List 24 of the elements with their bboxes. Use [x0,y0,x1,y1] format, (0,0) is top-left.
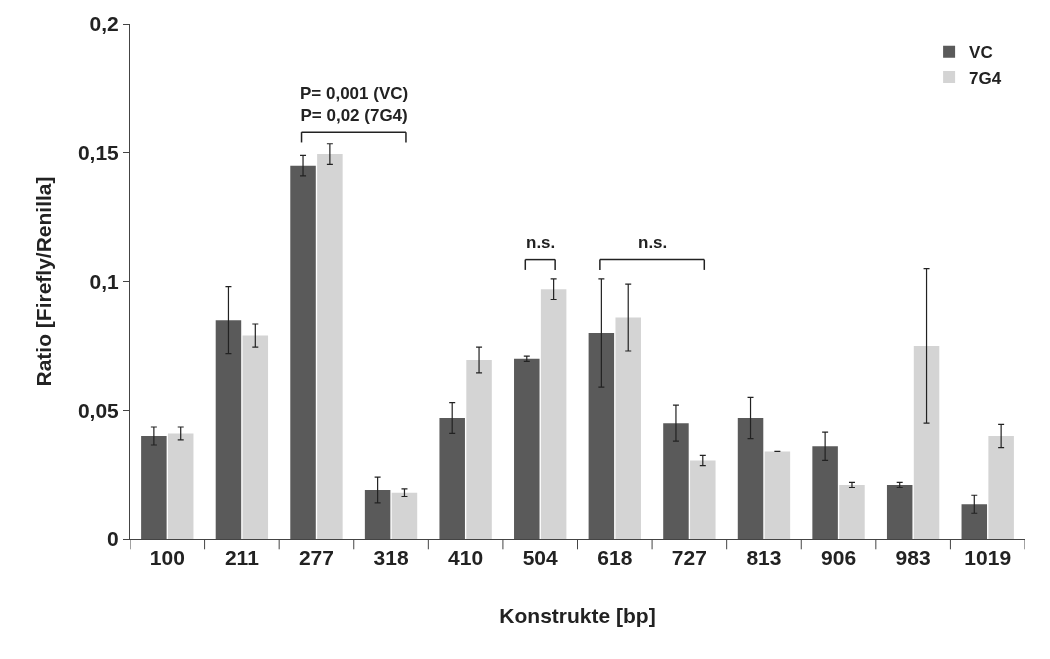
x-tick-label: 211 [224,546,260,570]
x-tick-label: 504 [522,546,559,570]
y-tick-label: 0,1 [89,269,120,293]
y-tick-label: 0,15 [77,141,120,165]
y-tick-label: 0 [107,527,119,551]
x-tick-label: 410 [448,546,484,570]
y-axis-title: Ratio [Firefly/Renilla] [32,176,56,387]
x-tick-label: 813 [746,546,782,570]
x-axis-title: Konstrukte [bp] [499,604,656,628]
y-tick-label: 0,2 [89,12,119,36]
x-tick-label: 906 [821,546,857,570]
annotation: P= 0,001 (VC) P= 0,02 (7G4) [300,84,409,126]
x-tick-label: 277 [298,546,334,570]
annotation: n.s. [526,233,556,252]
x-tick-label: 727 [671,546,707,570]
y-tick-label: 0,05 [77,398,120,422]
x-tick-label: 1019 [964,546,1012,570]
x-tick-label: 318 [373,546,409,570]
x-tick-label: 983 [895,546,931,570]
legend-label: 7G4 [969,68,1002,88]
x-tick-label: 618 [597,546,633,570]
legend-label: VC [969,43,993,63]
x-tick-label: 100 [149,546,185,570]
annotation: n.s. [638,233,668,252]
